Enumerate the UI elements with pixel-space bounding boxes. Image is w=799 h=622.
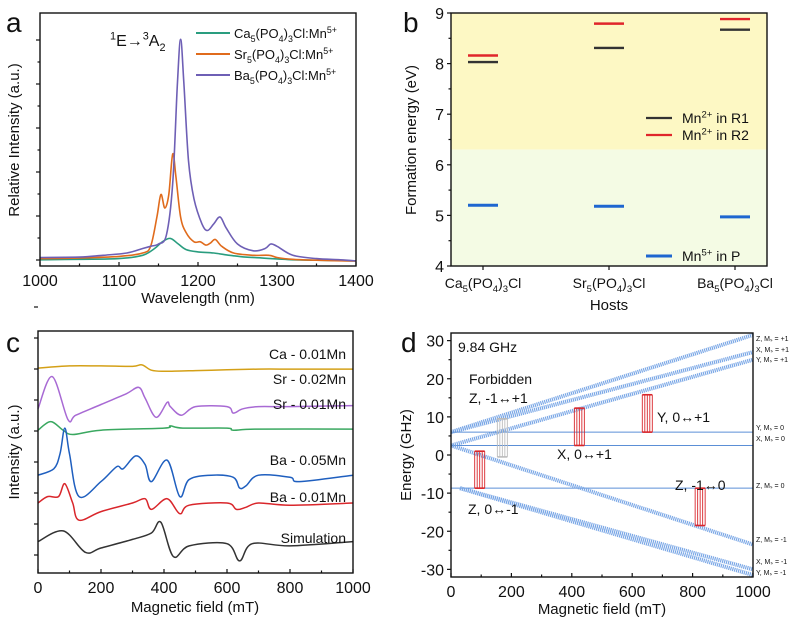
level-label: Z, Mₛ = +1 <box>756 336 789 343</box>
x-axis-label: Magnetic field (mT) <box>131 599 259 616</box>
x-tick-label: 200 <box>88 580 115 597</box>
x-tick-label: 1300 <box>259 273 295 290</box>
y-tick-label: 6 <box>435 158 444 175</box>
x-axis-label: Hosts <box>590 297 628 314</box>
transition-label: X, 0↔+1 <box>557 446 612 462</box>
level-label: X, Mₛ = 0 <box>756 436 785 443</box>
level-label: Y, Mₛ = -1 <box>756 570 786 577</box>
y-tick-label: 30 <box>426 334 444 351</box>
y-tick-label: -20 <box>421 524 444 541</box>
level-label: Y, Mₛ = +1 <box>756 357 788 364</box>
level-label: Z, Mₛ = -1 <box>756 537 787 544</box>
x-tick-label: 800 <box>277 580 304 597</box>
forbidden-transition-label: Z, -1↔+1 <box>469 390 528 406</box>
legend-label: Mn2+ in R2 <box>682 126 749 143</box>
forbidden-label: Forbidden <box>469 371 532 387</box>
x-axis-label: Magnetic field (mT) <box>538 601 666 618</box>
trace-label: Ca - 0.01Mn <box>269 346 346 362</box>
forbidden-transition <box>496 417 508 458</box>
x-tick-label: Ca5(PO4)3Cl <box>445 275 522 295</box>
legend-label: Sr5(PO4)3Cl:Mn5+ <box>234 46 333 65</box>
background-region-lower <box>451 149 767 266</box>
x-tick-label: 400 <box>558 584 585 601</box>
x-axis-label: Wavelength (nm) <box>141 290 255 307</box>
series-line-ca <box>39 237 357 262</box>
y-tick-label: 0 <box>435 448 444 465</box>
transition-label: Y, 0↔+1 <box>657 409 710 425</box>
level-label: Y, Mₛ = 0 <box>756 425 784 432</box>
y-tick-label: 10 <box>426 410 444 427</box>
x-tick-label: 1200 <box>180 273 216 290</box>
legend-label: Ba5(PO4)3Cl:Mn5+ <box>234 67 336 86</box>
x-tick-label: 1000 <box>22 273 58 290</box>
y-tick-label: -30 <box>421 562 444 579</box>
x-tick-label: 600 <box>619 584 646 601</box>
level-label: Z, Mₛ = 0 <box>756 483 785 490</box>
y-tick-label: 4 <box>435 259 444 276</box>
epr-trace <box>37 375 354 423</box>
panel-d-label: d <box>401 327 417 358</box>
x-tick-label: 1100 <box>102 273 137 290</box>
trace-label: Ba - 0.01Mn <box>270 489 346 505</box>
y-tick-label: 20 <box>426 372 444 389</box>
transition-annotation: 1E→3A2 <box>110 31 166 54</box>
allowed-transition <box>474 450 486 489</box>
x-tick-label: 0 <box>447 584 456 601</box>
energy-level <box>450 357 754 448</box>
y-axis-label: Intensity (a.u.) <box>6 404 23 499</box>
y-tick-label: 7 <box>435 107 444 124</box>
x-tick-label: Sr5(PO4)3Cl <box>573 275 646 295</box>
x-tick-label: 0 <box>34 580 43 597</box>
panel-c-label: c <box>6 327 20 358</box>
y-axis-label: Energy (GHz) <box>398 409 415 501</box>
x-tick-label: 400 <box>151 580 178 597</box>
y-tick-label: 8 <box>435 57 444 74</box>
allowed-transition <box>694 487 706 527</box>
background-region-upper <box>451 13 767 150</box>
y-tick-label: 9 <box>435 6 444 23</box>
panel-b-label: b <box>403 7 419 38</box>
transition-label: Z, 0↔-1 <box>468 501 519 517</box>
allowed-transition <box>573 407 585 447</box>
legend-label: Mn5+ in P <box>682 247 740 264</box>
energy-level <box>450 333 754 435</box>
level-label: X, Mₛ = -1 <box>756 559 787 566</box>
level-label: X, Mₛ = +1 <box>756 347 789 354</box>
frequency-label: 9.84 GHz <box>458 339 517 355</box>
trace-label: Ba - 0.05Mn <box>270 452 346 468</box>
epr-trace <box>37 482 354 522</box>
panel-a-label: a <box>6 7 22 38</box>
x-tick-label: 800 <box>679 584 706 601</box>
y-tick-label: 5 <box>435 208 444 225</box>
transition-label: Z, -1↔0 <box>675 477 726 493</box>
trace-label: Sr - 0.01Mn <box>273 396 346 412</box>
x-tick-label: Ba5(PO4)3Cl <box>697 275 773 295</box>
energy-level <box>450 443 754 547</box>
series-line-ba <box>39 38 357 262</box>
trace-label: Simulation <box>281 530 346 546</box>
x-tick-label: 1000 <box>735 584 771 601</box>
legend-label: Ca5(PO4)3Cl:Mn5+ <box>234 25 337 44</box>
allowed-transition <box>641 393 653 433</box>
epr-trace <box>37 520 354 562</box>
x-tick-label: 600 <box>214 580 241 597</box>
legend-label: Mn2+ in R1 <box>682 109 749 126</box>
epr-trace <box>37 420 354 436</box>
series-line-sr <box>39 152 357 262</box>
x-tick-label: 1000 <box>335 580 371 597</box>
y-axis-label: Formation energy (eV) <box>403 65 420 215</box>
x-tick-label: 1400 <box>338 273 374 290</box>
epr-trace <box>37 364 353 373</box>
trace-label: Sr - 0.02Mn <box>273 371 346 387</box>
y-axis-label: Relative Intensity (a.u.) <box>6 63 23 216</box>
x-tick-label: 200 <box>498 584 525 601</box>
y-tick-label: -10 <box>421 486 444 503</box>
epr-trace <box>37 427 354 499</box>
energy-level <box>459 486 754 578</box>
